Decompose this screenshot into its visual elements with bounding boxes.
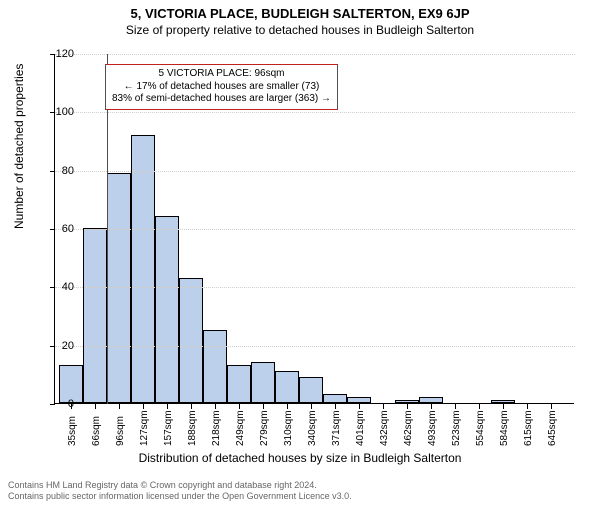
gridline	[55, 346, 575, 347]
xtick-mark	[215, 404, 216, 409]
xtick-mark	[479, 404, 480, 409]
ytick-label: 100	[44, 106, 74, 118]
xtick-mark	[167, 404, 168, 409]
gridline	[55, 287, 575, 288]
footer-attribution: Contains HM Land Registry data © Crown c…	[8, 480, 352, 503]
xtick-mark	[239, 404, 240, 409]
bar	[227, 365, 251, 403]
xtick-label: 310sqm	[283, 410, 294, 446]
bar	[347, 397, 371, 403]
xtick-mark	[119, 404, 120, 409]
ytick-label: 120	[44, 48, 74, 60]
xtick-label: 66sqm	[91, 416, 102, 446]
histogram-chart: 35sqm66sqm96sqm127sqm157sqm188sqm218sqm2…	[54, 54, 574, 404]
bar	[131, 135, 155, 403]
xtick-mark	[527, 404, 528, 409]
xtick-label: 279sqm	[259, 410, 270, 446]
y-axis-label: Number of detached properties	[12, 64, 26, 229]
ytick-label: 60	[44, 223, 74, 235]
ytick-label: 80	[44, 165, 74, 177]
ytick-label: 0	[44, 398, 74, 410]
xtick-mark	[311, 404, 312, 409]
bar	[275, 371, 299, 403]
xtick-mark	[359, 404, 360, 409]
bar	[251, 362, 275, 403]
xtick-mark	[95, 404, 96, 409]
bar	[299, 377, 323, 403]
xtick-mark	[287, 404, 288, 409]
info-line: 83% of semi-detached houses are larger (…	[112, 93, 331, 106]
xtick-mark	[263, 404, 264, 409]
xtick-label: 371sqm	[331, 410, 342, 446]
xtick-mark	[383, 404, 384, 409]
footer-line1: Contains HM Land Registry data © Crown c…	[8, 480, 352, 491]
xtick-mark	[551, 404, 552, 409]
x-axis-label: Distribution of detached houses by size …	[0, 451, 600, 465]
xtick-label: 157sqm	[163, 410, 174, 446]
xtick-mark	[143, 404, 144, 409]
page-subtitle: Size of property relative to detached ho…	[0, 23, 600, 37]
page-title: 5, VICTORIA PLACE, BUDLEIGH SALTERTON, E…	[0, 6, 600, 21]
xtick-label: 249sqm	[235, 410, 246, 446]
xtick-mark	[455, 404, 456, 409]
xtick-mark	[335, 404, 336, 409]
gridline	[55, 171, 575, 172]
xtick-label: 493sqm	[427, 410, 438, 446]
bar	[419, 397, 443, 403]
xtick-label: 127sqm	[139, 410, 150, 446]
xtick-label: 523sqm	[451, 410, 462, 446]
bar	[83, 228, 107, 403]
bar	[323, 394, 347, 403]
xtick-label: 462sqm	[403, 410, 414, 446]
xtick-label: 35sqm	[67, 416, 78, 446]
bar	[491, 400, 515, 403]
xtick-label: 584sqm	[499, 410, 510, 446]
xtick-label: 188sqm	[187, 410, 198, 446]
footer-line2: Contains public sector information licen…	[8, 491, 352, 502]
xtick-mark	[431, 404, 432, 409]
info-box: 5 VICTORIA PLACE: 96sqm← 17% of detached…	[105, 64, 338, 110]
plot-area: 35sqm66sqm96sqm127sqm157sqm188sqm218sqm2…	[54, 54, 574, 404]
ytick-label: 20	[44, 340, 74, 352]
xtick-label: 432sqm	[379, 410, 390, 446]
bar	[395, 400, 419, 403]
xtick-mark	[191, 404, 192, 409]
info-line: ← 17% of detached houses are smaller (73…	[112, 81, 331, 94]
xtick-mark	[503, 404, 504, 409]
xtick-label: 218sqm	[211, 410, 222, 446]
bar	[179, 278, 203, 403]
gridline	[55, 112, 575, 113]
xtick-label: 554sqm	[475, 410, 486, 446]
xtick-mark	[407, 404, 408, 409]
xtick-label: 96sqm	[115, 416, 126, 446]
ytick-label: 40	[44, 281, 74, 293]
gridline	[55, 54, 575, 55]
xtick-label: 340sqm	[307, 410, 318, 446]
info-line: 5 VICTORIA PLACE: 96sqm	[112, 68, 331, 81]
bar	[155, 216, 179, 403]
bar	[203, 330, 227, 403]
xtick-label: 401sqm	[355, 410, 366, 446]
xtick-label: 615sqm	[523, 410, 534, 446]
xtick-label: 645sqm	[547, 410, 558, 446]
gridline	[55, 229, 575, 230]
